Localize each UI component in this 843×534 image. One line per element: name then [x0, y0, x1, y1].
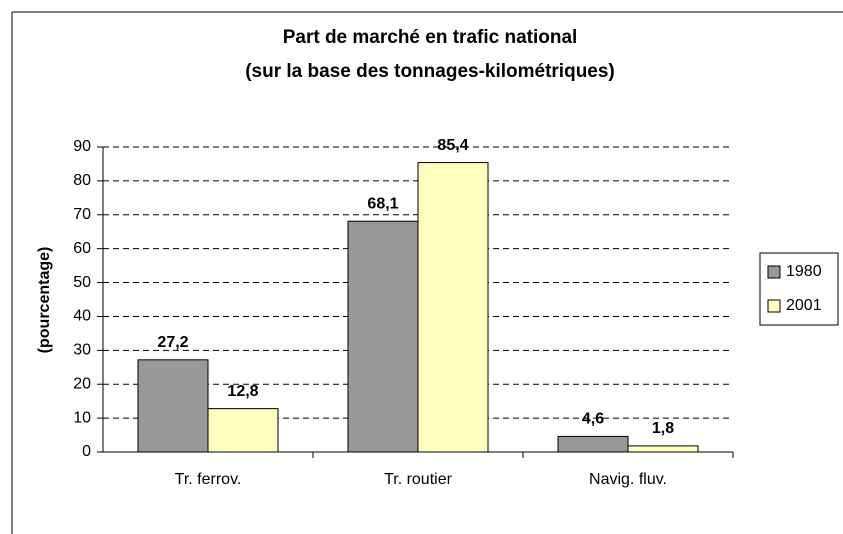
y-tick-label: 50 [73, 274, 91, 291]
value-label: 85,4 [437, 137, 468, 154]
chart-subtitle: (sur la base des tonnages-kilométriques) [245, 61, 615, 82]
y-tick-label: 10 [73, 409, 91, 426]
y-tick-label: 90 [73, 138, 91, 155]
legend-label: 1980 [786, 263, 822, 280]
value-label: 27,2 [157, 334, 188, 351]
x-tick-label: Tr. ferrov. [175, 471, 242, 488]
x-tick-label: Tr. routier [384, 471, 453, 488]
y-axis-label: (pourcentage) [36, 247, 53, 354]
bar [417, 162, 489, 453]
x-tick-label: Navig. fluv. [589, 471, 667, 488]
y-tick-label: 60 [73, 240, 91, 257]
y-tick-label: 20 [73, 375, 91, 392]
value-label: 68,1 [367, 195, 398, 212]
y-tick-label: 40 [73, 308, 91, 325]
value-label: 12,8 [227, 383, 258, 400]
legend-box [759, 252, 839, 326]
legend-swatch [767, 299, 781, 313]
value-label: 4,6 [582, 411, 604, 428]
bar [137, 359, 209, 453]
y-tick-label: 70 [73, 206, 91, 223]
y-tick-label: 0 [82, 443, 91, 460]
bar [207, 408, 279, 453]
bar [557, 435, 629, 453]
legend-swatch [767, 265, 781, 279]
y-tick-label: 30 [73, 342, 91, 359]
y-tick-label: 80 [73, 172, 91, 189]
chart-title: Part de marché en trafic national [283, 27, 578, 48]
bar [627, 445, 699, 453]
bar [347, 220, 419, 453]
legend-label: 2001 [786, 297, 822, 314]
value-label: 1,8 [652, 420, 674, 437]
